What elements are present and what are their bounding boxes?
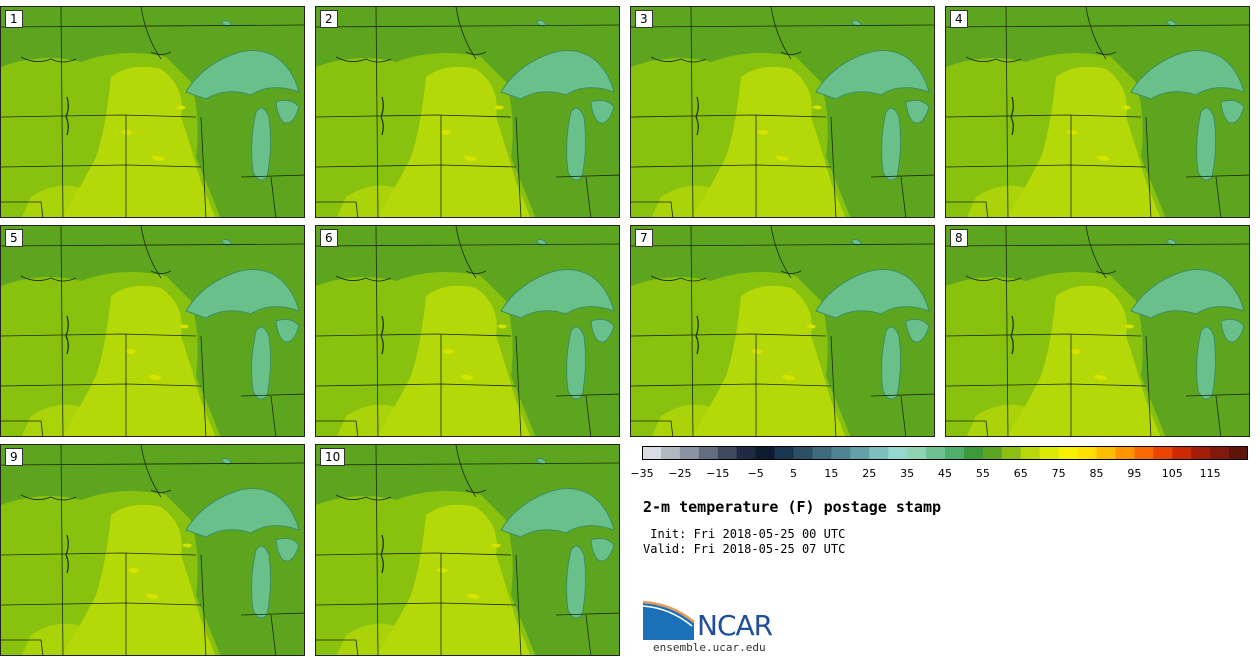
colorbar-swatch	[1229, 446, 1248, 460]
colorbar-swatch	[698, 446, 719, 460]
ncar-logo-icon	[642, 600, 695, 640]
colorbar-swatch	[1058, 446, 1079, 460]
panel-number-label: 5	[5, 229, 23, 247]
colorbar-swatch	[1020, 446, 1041, 460]
colorbar-tick-label: 15	[824, 467, 839, 480]
colorbar-swatch	[717, 446, 738, 460]
map-panel-4: 4	[945, 6, 1250, 218]
colorbar-swatch	[869, 446, 889, 460]
init-time: Init: Fri 2018-05-25 00 UTC	[643, 527, 846, 541]
colorbar-swatch	[926, 446, 946, 460]
panel-number-label: 4	[950, 10, 968, 28]
colorbar-tick-label: 45	[938, 467, 952, 480]
colorbar-swatch	[888, 446, 908, 460]
panel-number-label: 3	[635, 10, 653, 28]
colorbar-swatch	[1172, 446, 1192, 460]
colorbar-swatch	[1210, 446, 1230, 460]
colorbar-tick-label: −25	[668, 467, 692, 480]
map-panel-7: 7	[630, 225, 935, 437]
colorbar-tick-label: 85	[1089, 467, 1104, 480]
colorbar-swatch	[1134, 446, 1154, 460]
map-panel-3: 3	[630, 6, 935, 218]
temperature-colorbar	[642, 446, 1248, 460]
panel-number-label: 1	[5, 10, 23, 28]
colorbar-tick-label: −15	[706, 467, 730, 480]
colorbar-swatch	[963, 446, 984, 460]
colorbar-swatch	[793, 446, 813, 460]
colorbar-swatch	[1153, 446, 1173, 460]
colorbar-swatch	[642, 446, 662, 460]
panel-number-label: 10	[320, 448, 346, 466]
colorbar-tick-label: 55	[975, 467, 990, 480]
colorbar-tick-label: 5	[790, 467, 797, 480]
colorbar-tick-label: −5	[747, 467, 764, 480]
colorbar-swatch	[774, 446, 794, 460]
colorbar-swatch	[907, 446, 927, 460]
valid-time: Valid: Fri 2018-05-25 07 UTC	[643, 542, 846, 556]
colorbar-tick-label: −35	[630, 467, 654, 480]
colorbar-swatch	[1096, 446, 1116, 460]
colorbar-tick-label: 25	[862, 467, 877, 480]
colorbar-tick-label: 35	[900, 467, 915, 480]
colorbar-swatch	[1191, 446, 1211, 460]
panel-number-label: 6	[320, 229, 338, 247]
map-panel-8: 8	[945, 225, 1250, 437]
panel-number-label: 7	[635, 229, 653, 247]
panel-number-label: 8	[950, 229, 968, 247]
map-panel-1: 1	[0, 6, 305, 218]
colorbar-swatch	[812, 446, 832, 460]
map-panel-9: 9	[0, 444, 305, 656]
map-panel-6: 6	[315, 225, 620, 437]
colorbar-swatch	[1115, 446, 1135, 460]
colorbar-swatch	[945, 446, 965, 460]
map-panel-10: 10	[315, 444, 620, 656]
website-url: ensemble.ucar.edu	[653, 641, 766, 654]
panel-number-label: 2	[320, 10, 338, 28]
colorbar-swatch	[850, 446, 870, 460]
map-panel-5: 5	[0, 225, 305, 437]
colorbar-swatch	[736, 446, 757, 460]
colorbar-swatch	[1039, 446, 1060, 460]
colorbar-swatch	[1001, 446, 1022, 460]
colorbar-swatch	[679, 446, 700, 460]
colorbar-swatch	[1077, 446, 1097, 460]
chart-title: 2-m temperature (F) postage stamp	[643, 498, 942, 516]
colorbar-swatch	[660, 446, 681, 460]
panel-number-label: 9	[5, 448, 23, 466]
colorbar-tick-label: 75	[1051, 467, 1066, 480]
colorbar-tick-labels: −35 −25 −15 −5 5 15 25 35 45 55 65 75 85 95 105 115	[630, 467, 1256, 483]
colorbar-tick-label: 105	[1161, 467, 1183, 480]
colorbar-swatch	[755, 446, 776, 460]
colorbar-tick-label: 115	[1199, 467, 1221, 480]
ncar-logo-text: NCAR	[697, 609, 773, 642]
colorbar-outline	[642, 446, 1248, 460]
colorbar-tick-label: 65	[1013, 467, 1028, 480]
map-panel-2: 2	[315, 6, 620, 218]
colorbar-swatch	[982, 446, 1003, 460]
colorbar-swatch	[831, 446, 851, 460]
colorbar-tick-label: 95	[1127, 467, 1142, 480]
